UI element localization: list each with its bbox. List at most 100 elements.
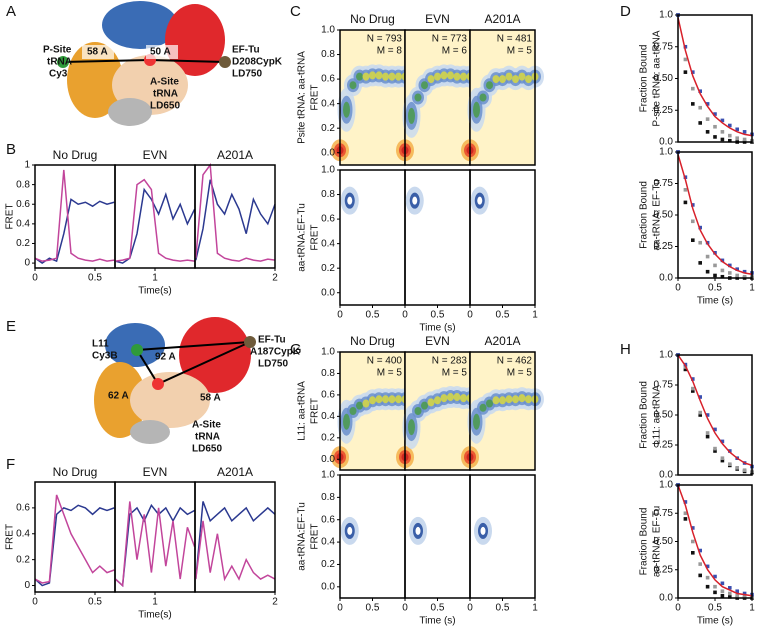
diagram-label: Cy3B	[92, 351, 118, 362]
data-point	[728, 449, 732, 453]
data-point	[691, 539, 695, 544]
density-blob	[512, 395, 519, 404]
trace-line	[195, 520, 276, 582]
data-point	[720, 274, 725, 279]
y-tick-label: 0.25	[654, 241, 674, 252]
data-point	[698, 413, 702, 417]
data-point	[698, 548, 702, 553]
data-point	[713, 263, 717, 268]
density-spot	[412, 196, 418, 205]
data-point	[683, 70, 688, 74]
x-tick-label: 0.5	[88, 273, 102, 284]
trace-line	[34, 198, 115, 265]
panel-frame	[34, 164, 116, 269]
x-tick-label: 0.5	[496, 603, 510, 614]
y-tick-label: 0.6	[321, 214, 335, 225]
y-tick-label: 0.2	[321, 123, 335, 134]
x-tick-label: 0	[402, 603, 408, 614]
x-tick-label: 1	[152, 597, 158, 608]
density-blob	[460, 72, 467, 81]
diagram-label: LD650	[150, 101, 180, 112]
data-point	[705, 102, 710, 106]
x-tick-label: 0.5	[366, 310, 380, 321]
density-blob	[408, 107, 415, 124]
panel-title: No Drug	[53, 148, 98, 162]
panel-letter: E	[6, 318, 16, 335]
axis-label: aa-tRNA: EF-Tu	[652, 506, 663, 577]
y-tick-label: 0.8	[321, 492, 335, 503]
y-tick-label: 1.0	[659, 350, 673, 361]
density-blob	[499, 396, 506, 405]
annotation: M = 8	[377, 46, 403, 57]
density-blob	[492, 396, 500, 405]
trace-line	[195, 501, 276, 580]
x-tick-label: 1	[749, 283, 755, 294]
y-tick-label: 0.0	[659, 273, 673, 284]
axis-label: FRET	[5, 203, 16, 229]
panel-title: No Drug	[53, 465, 98, 479]
density-blob	[427, 398, 435, 407]
diagram-label: EF-Tu	[258, 335, 286, 346]
panel-letter: F	[6, 456, 15, 473]
panel-frame	[469, 351, 536, 471]
y-tick-label: 1.0	[321, 165, 335, 176]
density-blob	[369, 396, 376, 405]
y-tick-label: 0	[24, 258, 30, 269]
data-point	[691, 551, 695, 555]
data-point	[735, 593, 739, 598]
data-point	[713, 427, 717, 432]
axis-label: L11: aa-tRNA	[297, 381, 308, 441]
axis-label: Time (s)	[697, 616, 733, 627]
annotation: N = 400	[367, 356, 403, 367]
panel-title: EVN	[143, 465, 168, 479]
data-point	[698, 89, 702, 93]
axis-label: Time (s)	[697, 296, 733, 307]
axis-label: Time(s)	[138, 610, 172, 621]
x-tick-label: 0.5	[496, 310, 510, 321]
data-point	[720, 137, 725, 142]
data-point	[720, 118, 725, 123]
panel-frame	[194, 481, 276, 593]
data-point	[713, 273, 717, 278]
y-tick-label: 0.2	[16, 238, 30, 249]
y-tick-label: 0.25	[654, 105, 674, 116]
axis-label: P-site tRNA: aa-tRNA	[652, 30, 663, 126]
panel-title: EVN	[143, 148, 168, 162]
density-blob	[356, 72, 363, 81]
data-point	[705, 584, 710, 589]
data-point	[698, 240, 702, 245]
y-tick-label: 1.0	[659, 147, 673, 158]
panel-letter: A	[6, 3, 16, 20]
density-blob	[414, 407, 422, 415]
data-point	[742, 130, 747, 134]
y-tick-label: 0.6	[321, 74, 335, 85]
density-blob	[453, 72, 461, 81]
y-tick-label: 1.0	[321, 470, 335, 481]
diagram-label: D208CypK	[232, 57, 283, 68]
density-blob	[525, 395, 532, 404]
density-blob	[427, 75, 435, 84]
density-spot	[347, 196, 353, 205]
panel-frame	[194, 164, 276, 269]
annotation: M = 5	[507, 368, 533, 379]
diagram-label: A187CypK	[250, 347, 301, 358]
data-point	[683, 500, 688, 504]
density-blob	[421, 401, 428, 410]
density-blob	[525, 75, 532, 84]
y-tick-label: 0.50	[654, 73, 674, 84]
data-point	[705, 575, 710, 580]
data-point	[720, 258, 725, 263]
trace-line	[115, 178, 195, 262]
data-point	[683, 517, 688, 521]
axis-label: FRET	[5, 524, 16, 550]
data-point	[713, 124, 717, 129]
y-tick-label: 0.4	[321, 537, 335, 548]
y-tick-label: 0.8	[321, 189, 335, 200]
panel-letter: D	[620, 3, 631, 20]
y-tick-label: 0.50	[654, 410, 674, 421]
x-tick-label: 0	[32, 273, 38, 284]
panel-frame	[677, 151, 753, 279]
x-tick-label: 0.5	[431, 310, 445, 321]
data-point	[698, 562, 702, 566]
y-tick-label: 0.0	[321, 287, 335, 298]
